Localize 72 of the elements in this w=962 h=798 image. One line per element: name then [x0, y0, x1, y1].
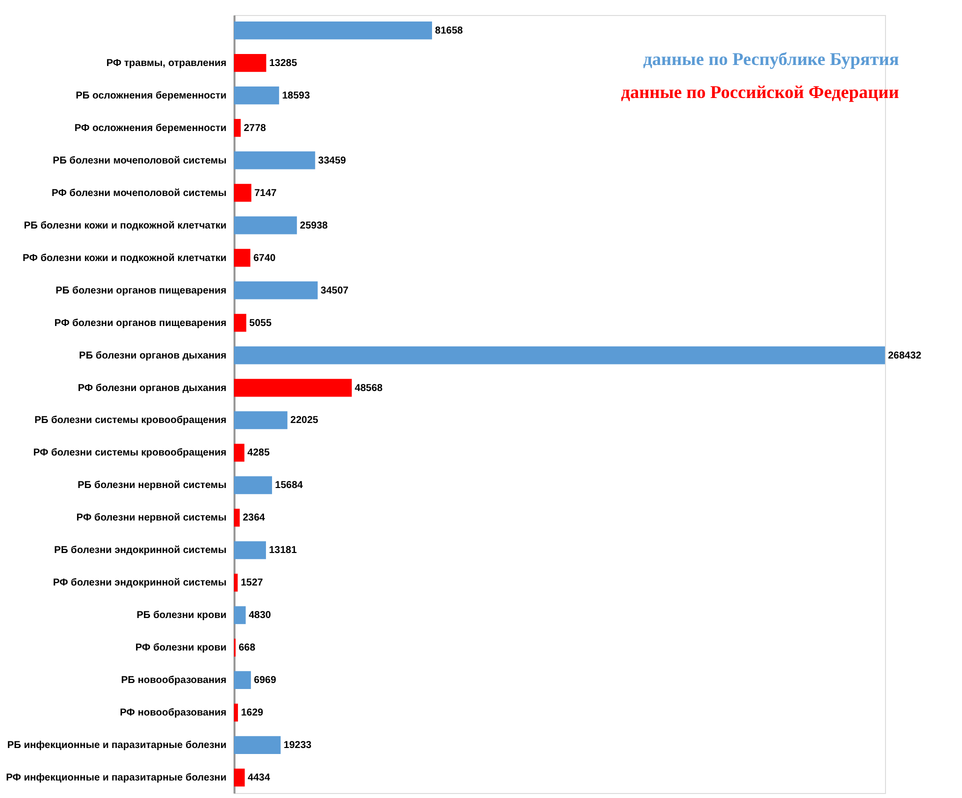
- data-label: 48568: [354, 382, 384, 394]
- data-label: 81658: [435, 25, 464, 36]
- bar: [234, 21, 432, 40]
- data-label: 4830: [248, 610, 272, 622]
- bar: [234, 704, 238, 722]
- data-label: 4434: [248, 772, 270, 784]
- bar: [234, 314, 246, 332]
- bar: [234, 378, 352, 397]
- y-tick-label: РБ болезни органов пищеварения: [56, 285, 227, 296]
- bar: [234, 476, 272, 494]
- bar: [234, 541, 266, 560]
- data-label: 668: [238, 642, 256, 654]
- bar: [234, 574, 238, 592]
- y-tick-label: РБ инфекционные и паразитарные болезни: [7, 740, 226, 752]
- data-label: 2778: [244, 122, 266, 134]
- data-label: 4285: [247, 448, 270, 459]
- data-label: 7147: [254, 188, 278, 199]
- y-tick-label: РБ новообразования: [121, 675, 227, 686]
- bar: [234, 281, 318, 300]
- data-label: 2364: [242, 512, 266, 524]
- data-label: 18593: [282, 90, 310, 102]
- text: данные по Республике Бурятия: [643, 49, 900, 69]
- y-tick-label: РФ болезни мочеполовой системы: [52, 188, 226, 199]
- y-tick-label: РФ болезни органов пищеварения: [54, 318, 227, 329]
- data-label: 1527: [240, 578, 264, 589]
- y-tick-label: РБ болезни эндокринной системы: [54, 545, 226, 556]
- data-label: 25938: [300, 220, 328, 232]
- data-label: 6969: [254, 675, 277, 686]
- bar: [234, 216, 297, 234]
- y-tick-label: РФ инфекционные и паразитарные болезни: [6, 772, 226, 784]
- bar: [234, 184, 252, 202]
- y-tick-label: РФ болезни крови: [135, 642, 226, 654]
- y-tick-label: РФ болезни системы кровообращения: [33, 448, 227, 459]
- y-tick-label: РБ осложнения беременности: [76, 90, 226, 102]
- y-tick-label: РБ болезни мочеполовой системы: [52, 155, 226, 166]
- data-label: 22025: [290, 415, 319, 426]
- bar: [234, 346, 885, 364]
- y-tick-label: РФ болезни нервной системы: [76, 512, 226, 524]
- data-label: 33459: [318, 155, 346, 166]
- data-label: 15684: [275, 480, 304, 492]
- bar: [234, 444, 244, 462]
- data-label: 13181: [268, 545, 298, 556]
- bar: [234, 86, 280, 104]
- bar: [234, 248, 250, 267]
- data-label: 13285: [269, 58, 298, 69]
- bar: [234, 54, 266, 72]
- data-label: 34507: [320, 285, 349, 296]
- bar: [234, 151, 316, 170]
- data-label: 5055: [249, 318, 272, 329]
- bar: [234, 671, 251, 690]
- y-tick-label: РБ болезни кожи и подкожной клетчатки: [24, 220, 226, 232]
- y-tick-label: РБ болезни системы кровообращения: [34, 415, 227, 426]
- bar: [234, 768, 245, 787]
- y-tick-label: РФ травмы, отравления: [106, 58, 227, 69]
- y-tick-label: РБ болезни органов дыхания: [79, 350, 227, 362]
- bar: [234, 606, 246, 624]
- bar: [234, 118, 241, 137]
- y-tick-label: РФ болезни органов дыхания: [78, 382, 227, 394]
- text: данные по Российской Федерации: [621, 82, 899, 102]
- bar: [234, 411, 288, 430]
- y-tick-label: РФ осложнения беременности: [74, 122, 226, 134]
- y-tick-label: РФ новообразования: [120, 708, 227, 719]
- y-tick-label: РФ болезни кожи и подкожной клетчатки: [22, 252, 226, 264]
- data-label: 268432: [888, 350, 922, 362]
- y-tick-label: РБ болезни крови: [136, 610, 226, 622]
- bar: [234, 508, 240, 527]
- data-label: 19233: [284, 740, 312, 752]
- data-label: 6740: [253, 252, 276, 264]
- y-tick-label: РФ болезни эндокринной системы: [52, 578, 226, 589]
- y-tick-label: РБ болезни нервной системы: [78, 480, 226, 492]
- bar: [234, 736, 281, 754]
- data-label: 1629: [240, 708, 264, 719]
